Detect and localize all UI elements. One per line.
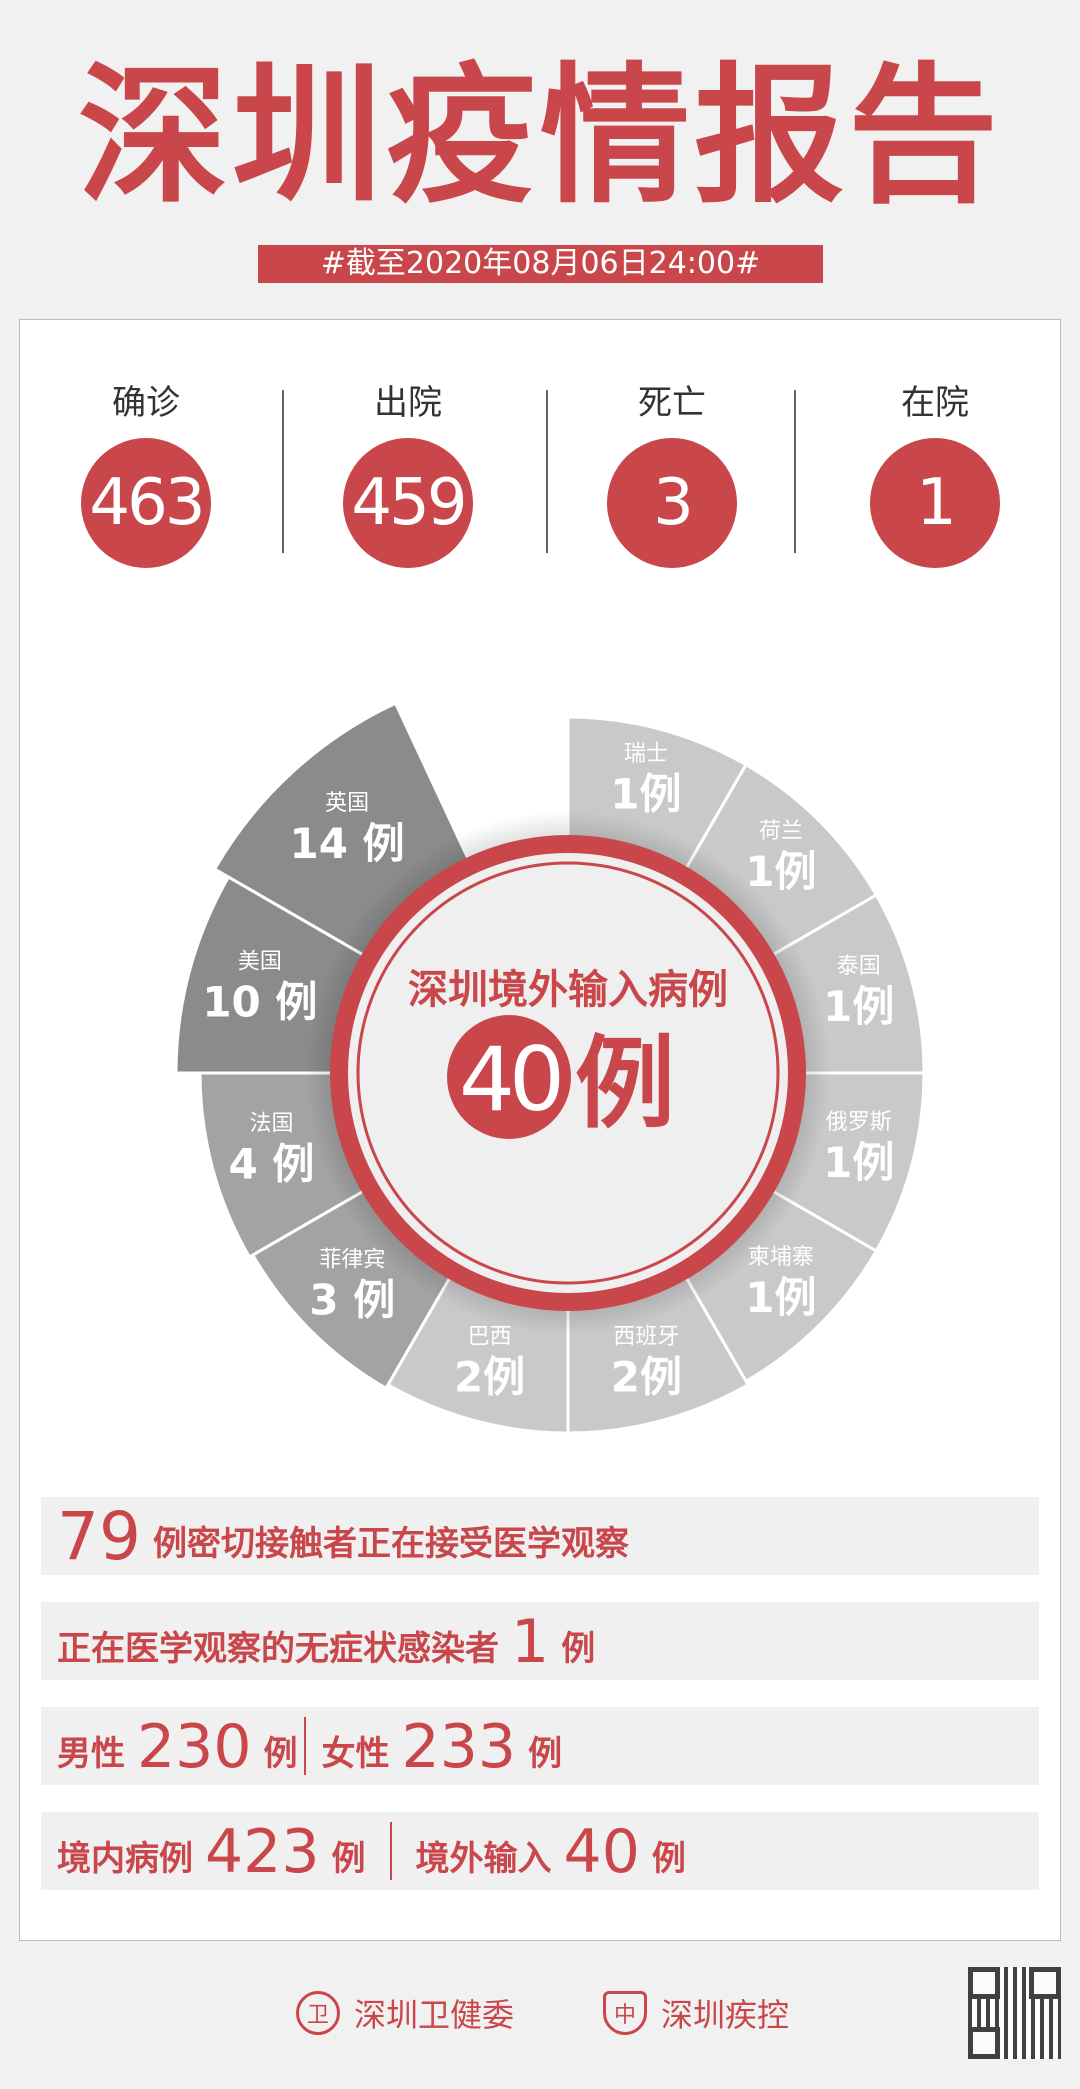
contacts-row: 79 例密切接触者正在接受医学观察 xyxy=(41,1497,1039,1575)
asymptomatic-row: 正在医学观察的无症状感染者 1 例 xyxy=(41,1602,1039,1680)
sector-country-label: 西班牙 xyxy=(613,1325,679,1350)
stat-deaths: 死亡 3 xyxy=(572,378,772,568)
sector-country-label: 美国 xyxy=(238,949,282,974)
contacts-text: 例密切接触者正在接受医学观察 xyxy=(152,1524,629,1564)
chart-total-unit: 例 xyxy=(575,1025,675,1142)
imported-unit: 例 xyxy=(651,1839,686,1879)
female-unit: 例 xyxy=(528,1734,563,1774)
female-label: 女性 xyxy=(321,1734,390,1774)
male-unit: 例 xyxy=(263,1734,298,1774)
gender-row: 男性 230 例 女性 233 例 xyxy=(41,1707,1039,1785)
imported-label: 境外输入 xyxy=(415,1839,552,1879)
sector-country-label: 荷兰 xyxy=(759,819,803,844)
org2-name: 深圳疾控 xyxy=(661,1996,790,2034)
sector-count-label: 2例 xyxy=(611,1353,682,1402)
qr-code xyxy=(968,1967,1061,2059)
stat-confirmed: 确诊 463 xyxy=(46,378,246,568)
stat-label: 死亡 xyxy=(638,383,706,423)
center-inner-ring xyxy=(356,861,780,1285)
stat-value: 3 xyxy=(607,438,737,568)
sector-count-label: 1例 xyxy=(823,982,894,1031)
sector-country-label: 泰国 xyxy=(837,954,881,979)
stat-discharged: 出院 459 xyxy=(308,378,508,568)
imported-count: 40 xyxy=(563,1817,640,1887)
sector-count-label: 2例 xyxy=(454,1353,525,1402)
asymptomatic-text: 正在医学观察的无症状感染者 xyxy=(57,1629,499,1669)
male-label: 男性 xyxy=(57,1734,125,1774)
contacts-count: 79 xyxy=(57,1498,141,1575)
stat-label: 出院 xyxy=(374,383,442,423)
local-count: 423 xyxy=(205,1817,320,1887)
divider xyxy=(389,1822,392,1880)
org1-name: 深圳卫健委 xyxy=(354,1996,515,2034)
health-commission-logo-icon: 卫 xyxy=(296,1991,340,2035)
sector-count-label: 10 例 xyxy=(202,977,317,1026)
sector-count-label: 1例 xyxy=(745,847,816,896)
sector-count-label: 1例 xyxy=(610,769,681,818)
divider xyxy=(794,390,796,553)
local-label: 境内病例 xyxy=(57,1839,193,1879)
sector-count-label: 1例 xyxy=(823,1138,894,1187)
stat-hospitalized: 在院 1 xyxy=(835,378,1035,568)
local-unit: 例 xyxy=(331,1839,366,1879)
sector-country-label: 巴西 xyxy=(468,1325,512,1350)
sector-country-label: 柬埔寨 xyxy=(748,1245,814,1270)
divider xyxy=(303,1717,306,1775)
divider xyxy=(282,390,284,553)
stat-label: 确诊 xyxy=(112,383,180,423)
sector-count-label: 1例 xyxy=(745,1273,816,1322)
female-count: 233 xyxy=(401,1712,517,1782)
stat-value: 1 xyxy=(870,438,1000,568)
date-banner: #截至2020年08月06日24:00# xyxy=(258,245,823,283)
stat-value: 463 xyxy=(81,438,211,568)
sector-count-label: 3 例 xyxy=(309,1276,395,1325)
page-title: 深圳疫情报告 xyxy=(77,50,1002,224)
origin-row: 境内病例 423 例 境外输入 40 例 xyxy=(41,1812,1039,1890)
imported-cases-chart: 深圳境外输入病例 40 例 瑞士1例荷兰1例泰国1例俄罗斯1例柬埔寨1例西班牙2… xyxy=(174,701,926,1435)
chart-total: 40 xyxy=(459,1028,560,1131)
footer-org2: 中 深圳疾控 xyxy=(603,1990,789,2036)
cdc-shield-logo-icon: 中 xyxy=(603,1991,647,2035)
asymptomatic-unit: 例 xyxy=(561,1629,596,1669)
asymptomatic-count: 1 xyxy=(511,1607,550,1677)
footer-org1: 卫 深圳卫健委 xyxy=(296,1990,514,2036)
sector-country-label: 瑞士 xyxy=(624,741,668,766)
sector-country-label: 俄罗斯 xyxy=(826,1110,892,1135)
chart-title: 深圳境外输入病例 xyxy=(408,967,728,1013)
sector-country-label: 英国 xyxy=(325,791,369,816)
stat-value: 459 xyxy=(343,438,473,568)
stat-label: 在院 xyxy=(901,383,969,423)
sector-count-label: 4 例 xyxy=(229,1139,315,1188)
sector-country-label: 菲律宾 xyxy=(319,1248,385,1273)
male-count: 230 xyxy=(137,1712,252,1782)
sector-country-label: 法国 xyxy=(249,1111,293,1136)
total-circle xyxy=(447,1015,571,1139)
divider xyxy=(546,390,548,553)
sector-count-label: 14 例 xyxy=(290,819,405,868)
